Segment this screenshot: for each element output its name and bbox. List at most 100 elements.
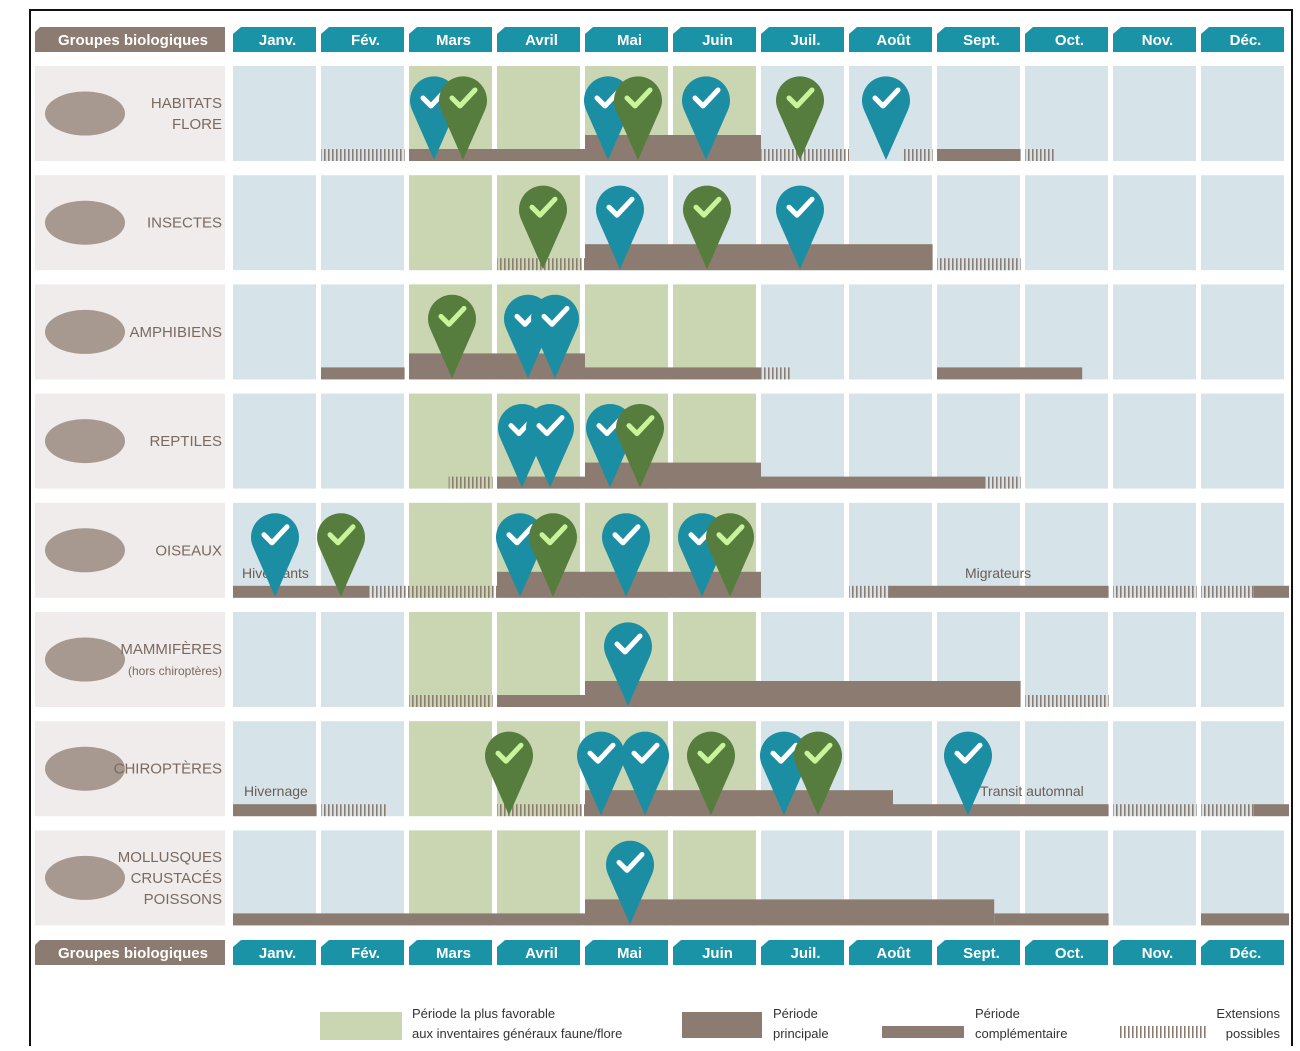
check-mark [697, 742, 726, 764]
main-period [585, 790, 893, 817]
month-cell [1113, 284, 1196, 380]
month-label: Oct. [1055, 945, 1084, 962]
month-cell [321, 393, 404, 489]
check-mark [612, 524, 641, 546]
check-mark [449, 87, 478, 109]
month-tab [761, 27, 844, 52]
month-cell [321, 721, 404, 817]
group-icon [45, 309, 125, 354]
complementary-period [888, 585, 1109, 598]
month-tab [937, 940, 1020, 965]
month-cell [409, 502, 492, 598]
month-cell [321, 830, 404, 926]
check-mark [624, 87, 653, 109]
legend-label: Période [773, 1006, 818, 1021]
month-cell [1201, 393, 1284, 489]
group-label: CRUSTACÉS [131, 870, 222, 887]
month-label: Nov. [1142, 32, 1173, 49]
complementary-period [233, 913, 585, 926]
month-cell [1025, 721, 1108, 817]
check-mark [438, 305, 467, 327]
month-cell [1113, 721, 1196, 817]
group-label: MAMMIFÈRES [120, 641, 222, 658]
group-label: OISEAUX [155, 542, 222, 559]
legend-label: principale [773, 1026, 829, 1041]
extension-hatch [1201, 804, 1254, 817]
check-mark [616, 851, 645, 873]
period-annotation: Hivernage [244, 783, 308, 799]
complementary-period [1253, 804, 1289, 817]
month-cell [497, 612, 580, 707]
month-tab [409, 940, 492, 965]
group-label: CHIROPTÈRES [114, 761, 222, 778]
extension-hatch [761, 149, 849, 161]
month-label: Oct. [1055, 32, 1084, 49]
month-label: Mai [617, 32, 642, 49]
month-cell [937, 284, 1020, 380]
month-cell [1025, 66, 1108, 161]
check-mark [614, 633, 643, 655]
group-icon [45, 91, 125, 136]
check-mark [692, 87, 721, 109]
month-cell [673, 284, 756, 380]
extension-hatch [369, 585, 497, 598]
month-cell [233, 175, 316, 271]
month-tab [233, 27, 316, 52]
month-tab [585, 27, 668, 52]
month-cell [1025, 284, 1108, 380]
extension-hatch [901, 149, 933, 161]
month-cell [1201, 502, 1284, 598]
month-tab [1201, 27, 1284, 52]
extension-hatch [448, 476, 493, 489]
main-period [585, 244, 933, 271]
month-tab [409, 27, 492, 52]
month-tab [1025, 940, 1108, 965]
legend-label: aux inventaires généraux faune/flore [412, 1026, 622, 1041]
month-label: Déc. [1230, 32, 1262, 49]
month-cell [1201, 284, 1284, 380]
month-cell [321, 284, 404, 380]
month-tab [585, 940, 668, 965]
complementary-period [497, 695, 585, 707]
month-tab [321, 27, 404, 52]
group-icon [45, 419, 125, 464]
month-label: Sept. [963, 945, 1000, 962]
check-mark [872, 87, 901, 109]
main-period [585, 899, 995, 926]
extension-hatch [409, 695, 493, 707]
month-cell [1025, 612, 1108, 707]
group-header-tab [35, 940, 225, 965]
month-label: Nov. [1142, 945, 1173, 962]
month-cell [1201, 612, 1284, 707]
check-mark [770, 742, 799, 764]
month-cell [585, 284, 668, 380]
group-icon [45, 746, 125, 791]
extension-hatch [761, 367, 792, 380]
month-cell [1201, 830, 1284, 926]
month-cell [409, 721, 492, 817]
month-cell [937, 502, 1020, 598]
group-label: INSECTES [147, 215, 222, 232]
extension-hatch [849, 585, 889, 598]
month-cell [409, 612, 492, 707]
check-mark [716, 524, 745, 546]
check-mark [529, 196, 558, 218]
month-cell [233, 66, 316, 161]
check-mark [786, 196, 815, 218]
extension-hatch [497, 804, 585, 817]
month-cell [937, 393, 1020, 489]
month-label: Janv. [259, 945, 296, 962]
extension-hatch [985, 476, 1021, 489]
month-tab [497, 27, 580, 52]
group-icon [45, 855, 125, 900]
month-cell [1201, 66, 1284, 161]
month-cell [761, 393, 844, 489]
legend-swatch [882, 1026, 964, 1038]
check-mark [261, 524, 290, 546]
main-period [585, 681, 1021, 707]
month-cell [1025, 502, 1108, 598]
check-mark [495, 742, 524, 764]
complementary-period [1253, 585, 1289, 598]
legend-label: Période la plus favorable [412, 1006, 555, 1021]
